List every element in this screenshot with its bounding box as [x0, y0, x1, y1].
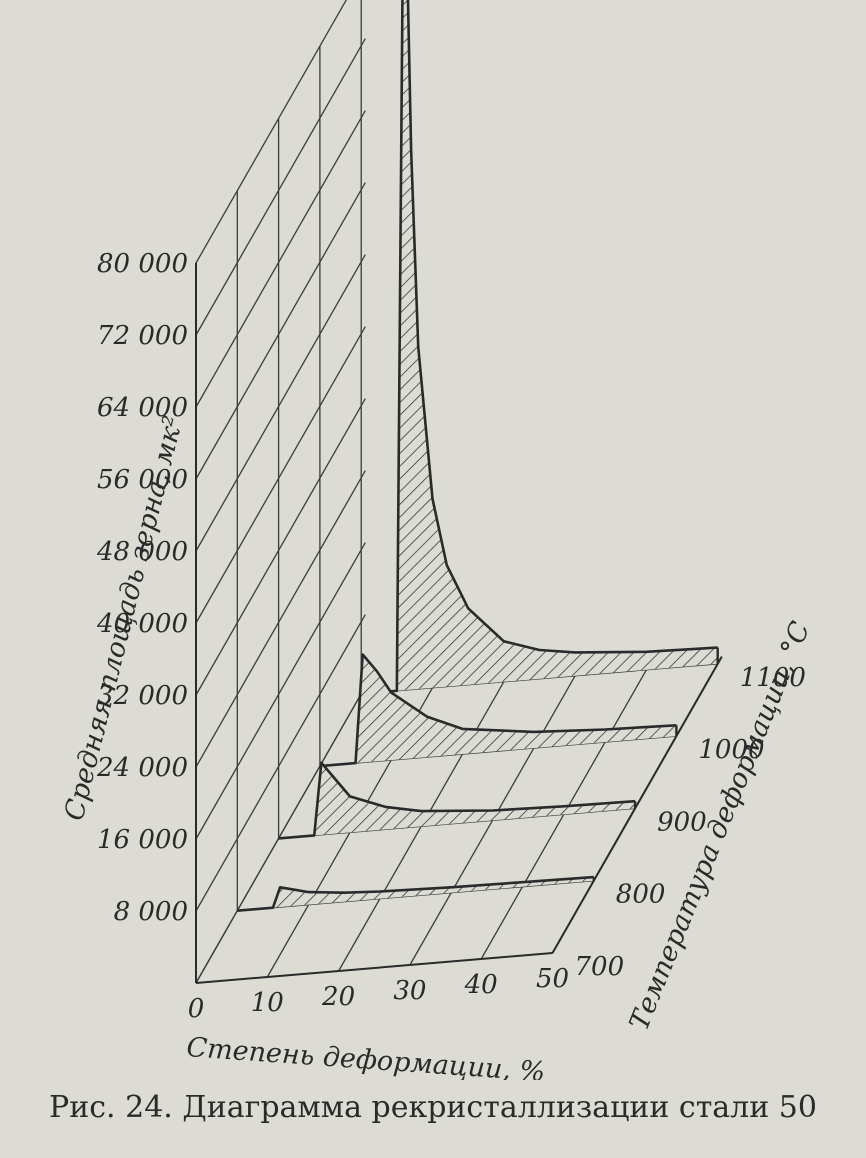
y-tick-label-16000: 16 000	[97, 825, 188, 855]
y-tick-label-64000: 64 000	[97, 393, 188, 423]
series-900-line	[278, 761, 636, 840]
x-tick-label-50: 50	[536, 964, 569, 994]
grid-line-y-72000	[195, 38, 366, 336]
x-tick-label-0: 0	[188, 994, 205, 1024]
figure-caption: Рис. 24. Диаграмма рекристаллизации стал…	[49, 1090, 817, 1125]
grid-lines	[195, 0, 723, 984]
x-axis-line	[195, 952, 553, 984]
y-tick-label-80000: 80 000	[97, 249, 188, 279]
series-900-fill	[278, 762, 636, 839]
y-tick-label-24000: 24 000	[96, 753, 188, 783]
x-axis-title: Степень деформации, %	[186, 1032, 547, 1080]
series-1100-line	[361, 0, 718, 696]
z-axis-line	[551, 656, 723, 954]
z-tick-label-1100: 1100	[740, 663, 806, 693]
x-tick-label-40: 40	[464, 970, 498, 1000]
series-800-fill	[237, 877, 594, 911]
z-tick-label-800: 800	[616, 880, 666, 910]
x-tick-label-10: 10	[251, 988, 284, 1018]
x-tick-label-30: 30	[393, 976, 426, 1006]
grid-line-y-56000	[195, 182, 366, 480]
z-tick-label-1000: 1000	[698, 735, 764, 765]
grid-line-y-80000	[195, 0, 347, 264]
y-tick-label-56000: 56 000	[97, 465, 188, 495]
x-tick-label-20: 20	[321, 982, 355, 1012]
grid-line-y-8000	[195, 614, 366, 912]
grid-line-y-24000	[195, 470, 366, 768]
recrystallization-diagram: 8 000 16 000 24 000 32 000 40 000 48 000 56 00…	[59, 0, 817, 1080]
series-800-line	[237, 875, 594, 912]
grid-line-y-16000	[195, 542, 366, 840]
tick-labels: 8 000 16 000 24 000 32 000 40 000 48 000 56 00…	[96, 249, 806, 1024]
z-tick-label-700: 700	[575, 952, 625, 982]
grid-line-y-48000	[195, 254, 366, 552]
grid-line-y-32000	[195, 398, 366, 696]
y-tick-label-40000: 40 000	[96, 609, 188, 639]
series-layer	[237, 0, 719, 912]
z-tick-label-900: 900	[657, 807, 707, 837]
y-tick-label-48000: 48 000	[96, 537, 188, 567]
axis-lines	[195, 263, 723, 984]
series-1000-fill	[319, 654, 677, 767]
z-axis-title: Температура деформации, °С	[624, 617, 817, 1035]
y-tick-label-8000: 8 000	[114, 897, 188, 927]
grid-line-y-40000	[195, 326, 366, 624]
grid-line-y-64000	[195, 110, 366, 408]
y-tick-label-72000: 72 000	[97, 321, 188, 351]
y-tick-label-32000: 32 000	[97, 681, 188, 711]
series-1000-line	[319, 653, 677, 768]
series-1100-fill	[361, 0, 718, 694]
grid-line-x-0	[195, 686, 366, 984]
